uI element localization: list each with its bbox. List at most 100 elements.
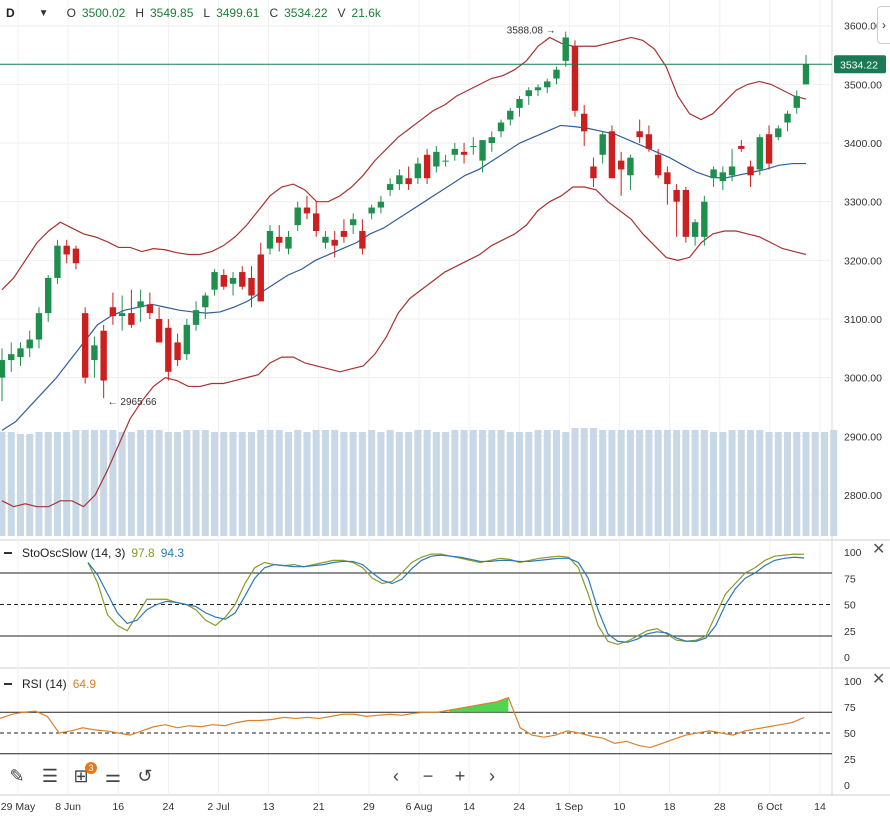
stoch-title[interactable]: StoOscSlow (14, 3) 97.8 94.3 [4,546,184,560]
collapse-icon[interactable] [4,552,12,554]
candle-up [192,310,200,325]
volume-bar [497,430,505,536]
chevron-left-icon[interactable]: ‹ [393,765,399,786]
candle-up [775,128,782,138]
candle-up [433,151,440,167]
candle-up [202,295,209,308]
volume-bar [589,428,597,536]
candle-up [599,134,606,155]
candle-down [460,151,468,155]
rsi-line [0,696,805,749]
volume-bar [636,430,644,536]
collapse-icon[interactable] [4,683,12,685]
candle-up [349,219,357,226]
reset-icon[interactable]: ↺ [137,765,153,786]
chart-toolbar: ✎ ☰ ⊞ 3 ⚌ ↺ ‹ − + › [0,762,830,792]
stoch-d-line [87,554,805,643]
candle-up [710,169,717,179]
chevron-down-icon[interactable]: ▼ [38,7,49,19]
candle-down [81,313,89,378]
candle-down [248,277,255,296]
candle-down [645,134,653,149]
candle-up [91,345,98,361]
low-value: 3499.61 [216,6,260,20]
candle-down [765,134,773,164]
candle-up [35,313,43,340]
add-indicator-icon[interactable]: ⊞ 3 [69,762,97,788]
candle-up [368,207,375,214]
volume-bar [321,430,329,536]
close-rsi-icon[interactable]: ✕ [872,671,886,688]
pencil-icon[interactable]: ✎ [9,765,25,786]
candle-down [636,131,643,138]
time-tick-label: 29 [363,801,375,813]
volume-bar [654,430,662,536]
chevron-right-icon[interactable]: › [489,765,495,786]
stoch-tick-label: 75 [844,573,856,585]
plus-icon[interactable]: + [454,765,466,786]
volume-bar [784,432,792,536]
volume-bar [90,430,98,536]
time-tick-label: 29 May [1,801,36,813]
candle-down [72,248,80,264]
volume-bar [562,432,570,536]
volume-bar [201,430,209,536]
list-icon[interactable]: ☰ [41,765,59,786]
volume-bar [488,430,496,536]
time-tick-label: 6 Aug [406,801,433,813]
price-tick-label: 3000.00 [844,373,882,385]
high-annotation: 3588.08 → [507,26,556,37]
candle-down [155,318,163,343]
rsi-name: RSI (14) [22,677,67,691]
price-tick-label: 3200.00 [844,255,882,267]
minus-icon[interactable]: − [422,765,434,786]
time-tick-label: 16 [112,801,124,813]
volume-bar [109,430,117,536]
candle-down [276,236,283,243]
stoch-tick-label: 25 [844,626,856,638]
time-tick-label: 18 [664,801,676,813]
candle-down [109,307,117,317]
volume-bar [174,432,182,536]
volume-bar [820,432,828,536]
rsi-title[interactable]: RSI (14) 64.9 [4,677,96,691]
candle-up [322,236,329,243]
volume-bar [580,428,588,536]
candle-down [239,272,246,287]
volume-bar [63,432,71,536]
symbol-label[interactable]: D [6,6,15,20]
volume-bar [414,430,422,536]
volume-bar [747,430,755,536]
volume-bar [229,432,237,536]
price-tick-label: 3300.00 [844,197,882,209]
candle-down [63,245,70,255]
close-value: 3534.22 [284,6,328,20]
volume-value: 21.6k [351,6,381,20]
volume-bar [691,430,699,536]
volume-bar [811,432,819,536]
volume-bar [423,430,431,536]
candle-up [784,113,791,123]
candle-down [571,46,579,111]
volume-bar [525,432,533,536]
close-stoch-icon[interactable]: ✕ [872,541,886,558]
candle-up [377,201,385,208]
volume-bar [7,432,15,536]
expand-panel-button[interactable]: › [877,6,890,44]
volume-bar [737,430,745,536]
candle-up [756,137,763,170]
candle-up [691,222,699,237]
stoch-name: StoOscSlow (14, 3) [22,546,126,560]
candle-down [590,166,597,179]
volume-bar [312,430,320,536]
candle-up [507,110,514,120]
volume-bar [405,432,413,536]
high-key: H [135,6,144,20]
volume-bar [340,432,348,536]
sliders-icon[interactable]: ⚌ [104,765,122,786]
candle-up [793,96,800,108]
candle-down [673,189,680,202]
candle-up [479,140,486,161]
volume-bar [451,430,459,536]
